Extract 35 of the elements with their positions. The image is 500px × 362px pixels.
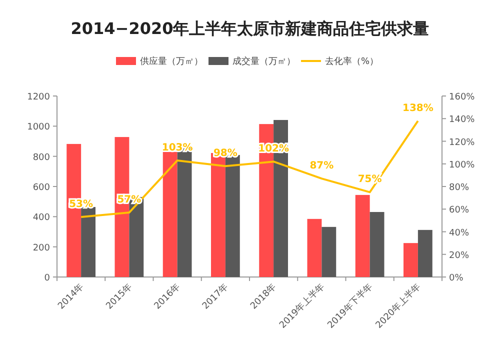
y-tick-label: 200 [32, 243, 50, 254]
y-tick-label: 1200 [27, 92, 50, 102]
data-label: 53% [69, 199, 94, 210]
bar [322, 226, 336, 277]
y2-tick-label: 120% [449, 138, 476, 148]
y-tick-label: 800 [32, 152, 50, 163]
y-tick-label: 600 [32, 183, 50, 193]
y-tick-label: 0 [44, 274, 50, 284]
data-label: 57% [117, 194, 142, 206]
y2-tick-label: 60% [449, 206, 470, 216]
bar [355, 194, 370, 277]
y2-tick-label: 100% [449, 160, 476, 170]
data-label: 87% [310, 160, 334, 172]
legend-label: 供应量（万㎡） [140, 56, 203, 67]
data-label: 138% [402, 102, 434, 114]
bar [404, 243, 418, 277]
y-tick-label: 400 [32, 213, 50, 224]
y2-tick-label: 20% [449, 250, 470, 261]
data-label: 103% [162, 142, 193, 154]
chart-title: 2014−2020年上半年太原市新建商品住宅供求量 [70, 19, 430, 38]
data-label: 102% [258, 144, 290, 155]
y2-tick-label: 140% [449, 115, 476, 126]
y-tick-label: 1000 [27, 122, 50, 133]
bar [81, 207, 96, 277]
bar [307, 218, 322, 277]
bar [418, 230, 432, 277]
y2-tick-label: 160% [449, 92, 476, 102]
legend-label: 成交量（万㎡） [232, 56, 296, 67]
bar [370, 212, 384, 277]
y2-tick-label: 0% [449, 274, 464, 284]
legend-label: 去化率（%） [325, 56, 379, 67]
y2-tick-label: 40% [449, 228, 470, 238]
bar [225, 154, 240, 277]
y2-tick-label: 80% [449, 183, 470, 193]
bar [162, 152, 178, 277]
